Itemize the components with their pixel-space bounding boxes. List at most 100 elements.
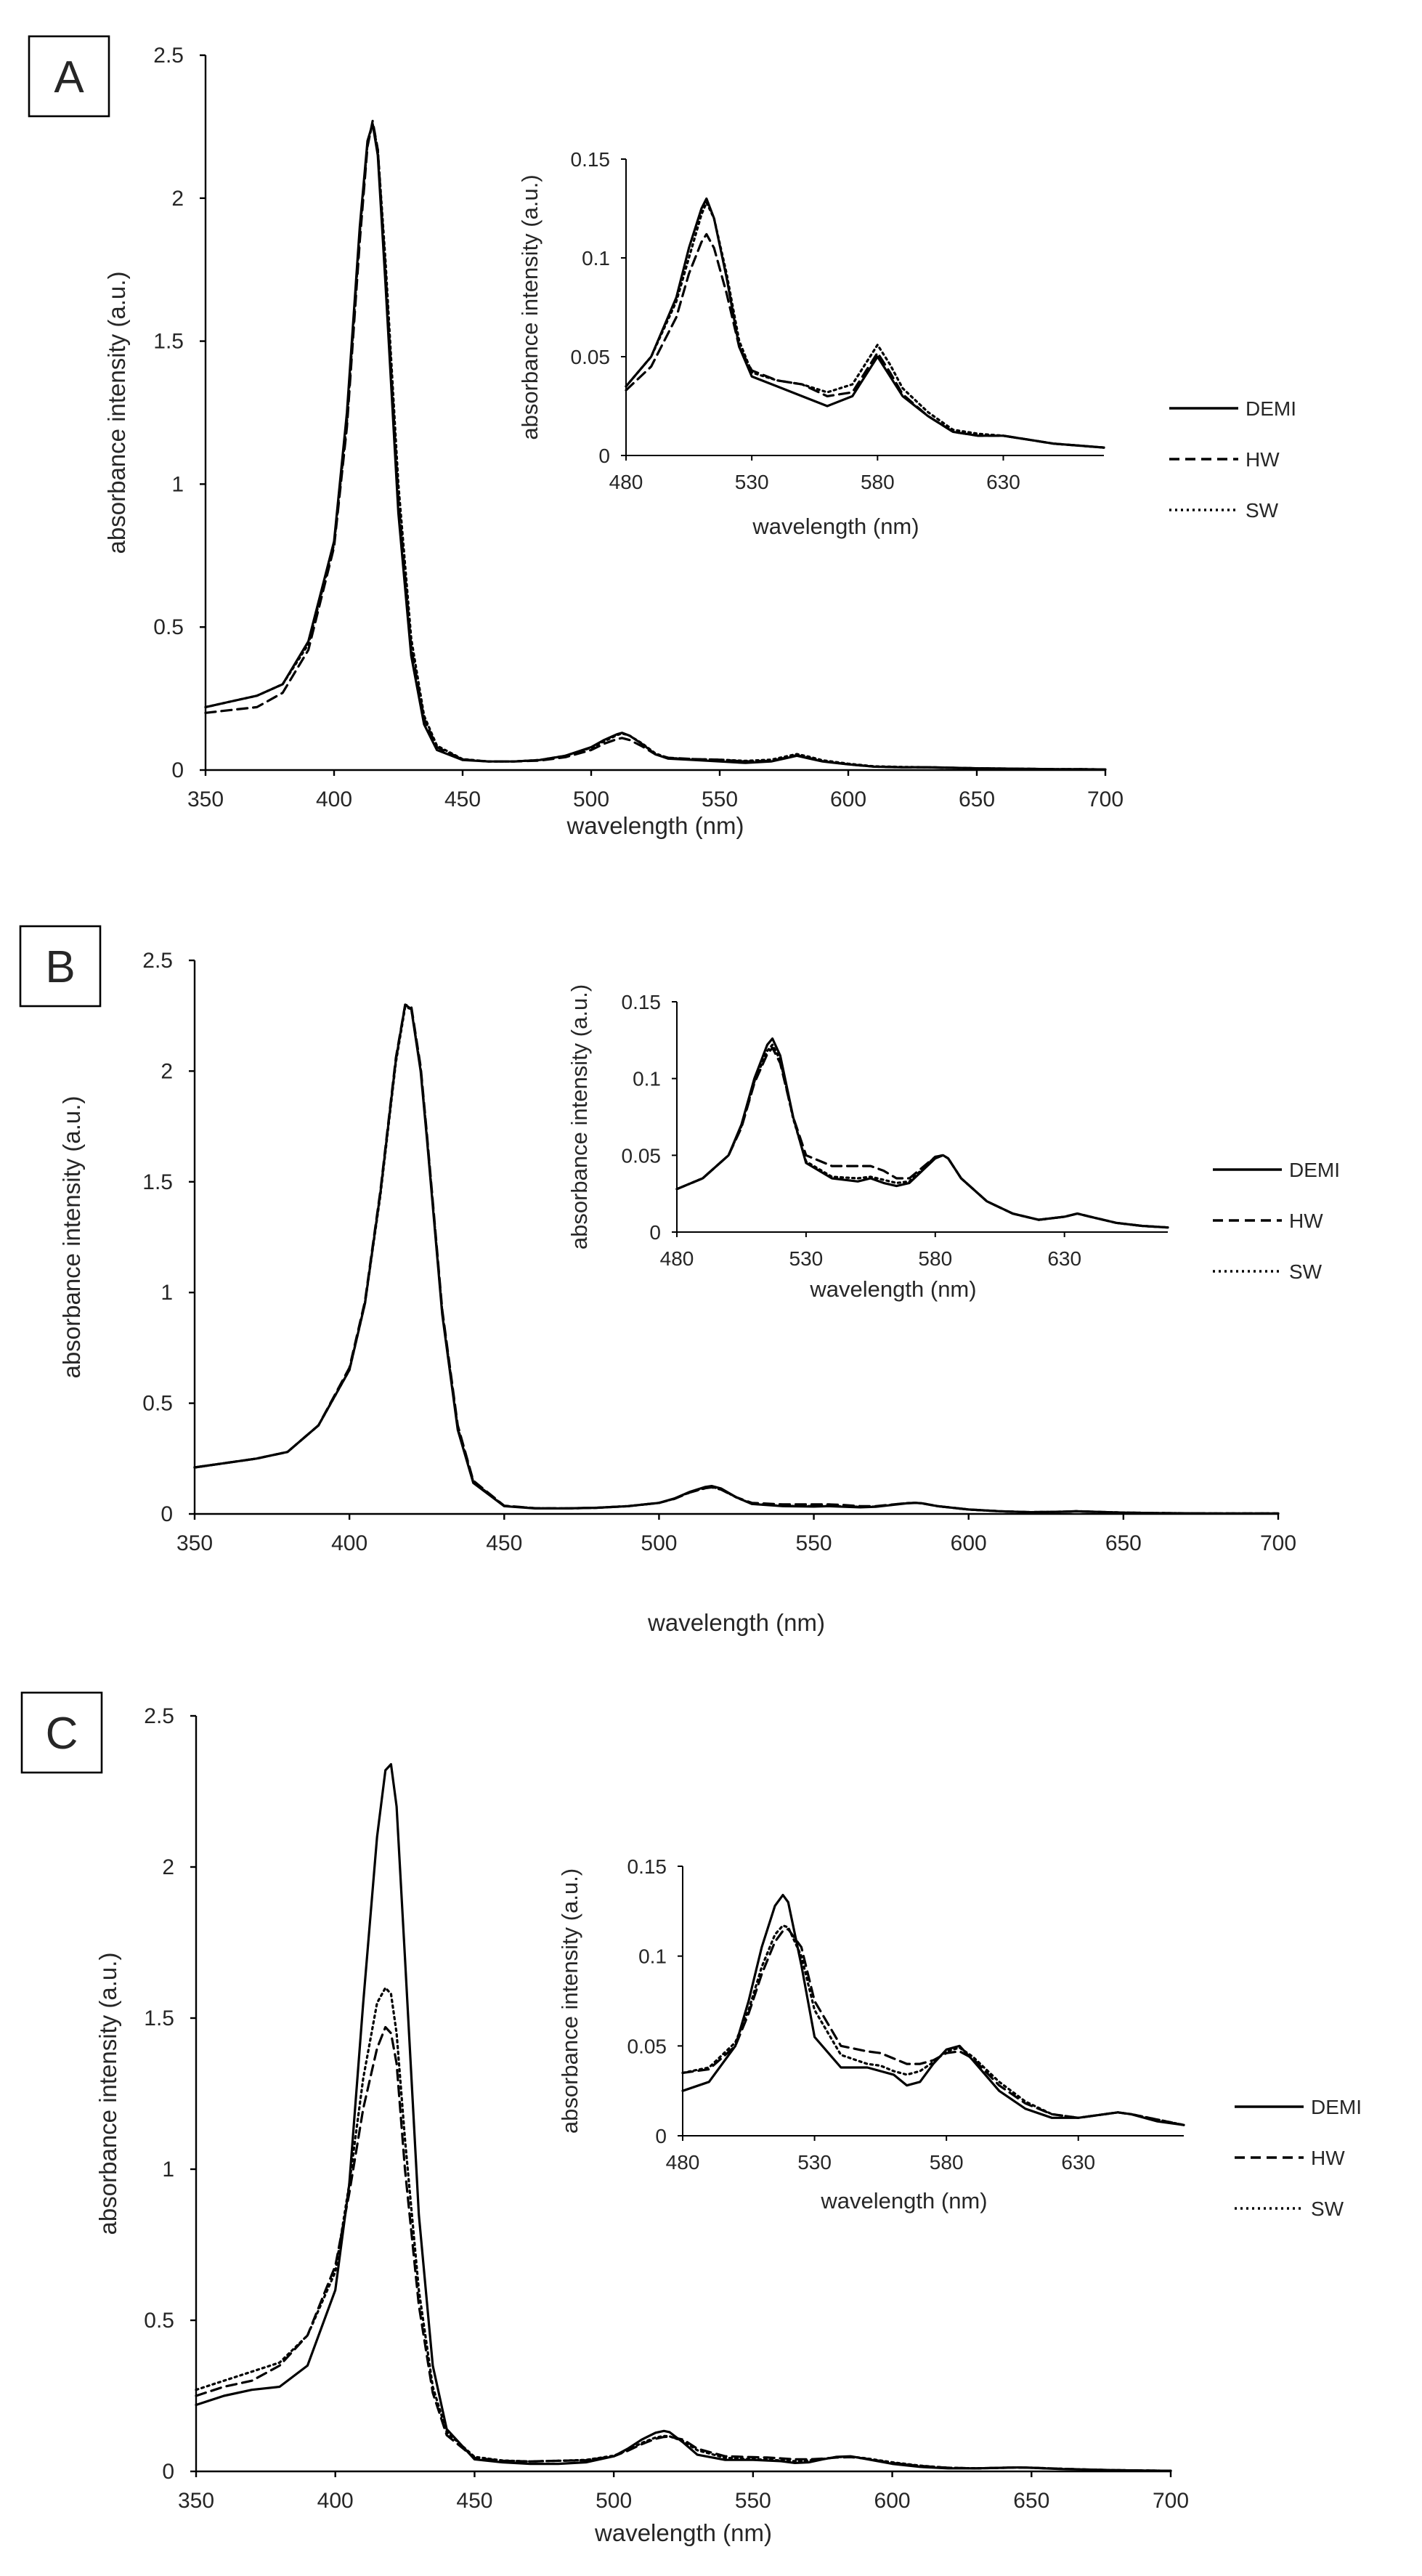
inset-x-axis-title: wavelength (nm) (820, 2188, 987, 2214)
x-tick-label: 350 (187, 787, 224, 811)
inset-x-axis-title: wavelength (nm) (809, 1276, 976, 1302)
x-tick-label: 700 (1087, 787, 1124, 811)
y-tick-label: 0 (162, 2460, 174, 2484)
y-tick-label: 1 (162, 2158, 174, 2182)
x-tick-label: 550 (735, 2489, 771, 2513)
inset-y-tick-label: 0.15 (622, 991, 662, 1013)
panel-label: A (54, 52, 84, 102)
y-tick-label: 0 (161, 1502, 173, 1526)
y-tick-label: 2 (171, 187, 184, 211)
series-line-hw (193, 1003, 1280, 1515)
inset-x-tick-label: 480 (609, 471, 643, 493)
legend-label-demi: DEMI (1311, 2096, 1362, 2118)
x-tick-label: 550 (702, 787, 738, 811)
x-tick-label: 650 (959, 787, 995, 811)
y-tick-label: 1.5 (144, 2006, 174, 2030)
inset-y-tick-label: 0.1 (638, 1945, 667, 1968)
series-line-sw (195, 1986, 1172, 2472)
inset-x-tick-label: 630 (1047, 1247, 1081, 1270)
y-tick-label: 2 (162, 1855, 174, 1879)
inset-y-tick-label: 0.05 (571, 346, 611, 368)
series-line-sw (193, 1005, 1280, 1515)
x-tick-label: 350 (176, 1531, 213, 1555)
x-tick-label: 650 (1105, 1531, 1142, 1555)
x-tick-label: 650 (1013, 2489, 1049, 2513)
inset-series-line-hw (675, 1046, 1169, 1229)
x-tick-label: 600 (951, 1531, 987, 1555)
y-tick-label: 1.5 (153, 330, 184, 354)
x-tick-label: 500 (596, 2489, 632, 2513)
x-tick-label: 350 (178, 2489, 214, 2513)
x-axis-title: wavelength (nm) (594, 2519, 772, 2546)
legend-label-hw: HW (1246, 448, 1280, 471)
y-tick-label: 1.5 (142, 1170, 173, 1194)
inset-y-tick-label: 0.1 (582, 247, 610, 270)
inset-x-axis-title: wavelength (nm) (752, 514, 919, 539)
y-tick-label: 2.5 (153, 44, 184, 68)
inset-series-line-sw (681, 1924, 1185, 2126)
x-tick-label: 450 (486, 1531, 522, 1555)
x-tick-label: 600 (874, 2489, 911, 2513)
inset-y-axis-title: absorbance intensity (a.u.) (517, 174, 543, 440)
inset-y-tick-label: 0 (649, 1221, 661, 1244)
legend-label-sw: SW (1311, 2198, 1344, 2220)
x-tick-label: 550 (796, 1531, 832, 1555)
y-tick-label: 0.5 (142, 1392, 173, 1416)
inset-series-line-demi (675, 1037, 1169, 1229)
legend-label-demi: DEMI (1246, 397, 1296, 420)
x-tick-label: 400 (331, 1531, 367, 1555)
x-tick-label: 700 (1260, 1531, 1296, 1555)
chart-panel-b: B 350 400 450 500 550 600 650 700 0 0.5 1 1.5 2 2.5 wav… (19, 925, 1340, 1636)
inset-x-tick-label: 530 (735, 471, 769, 493)
y-tick-label: 0.5 (153, 615, 184, 639)
inset-y-axis-title: absorbance intensity (a.u.) (566, 984, 592, 1249)
x-tick-label: 700 (1153, 2489, 1189, 2513)
y-tick-label: 0.5 (144, 2309, 174, 2333)
x-axis-title: wavelength (nm) (647, 1609, 825, 1636)
panel-label-box (19, 925, 102, 1008)
inset-x-tick-label: 530 (797, 2151, 832, 2174)
series-line-demi (204, 122, 1107, 771)
inset-y-axis-title: absorbance intensity (a.u.) (557, 1868, 582, 2134)
series-line-hw (204, 119, 1107, 771)
y-tick-label: 2.5 (144, 1704, 174, 1728)
inset-x-tick-label: 480 (666, 2151, 700, 2174)
inset-y-tick-label: 0.05 (622, 1144, 662, 1167)
series-line-demi (193, 1003, 1280, 1515)
inset-y-tick-label: 0.15 (627, 1855, 667, 1878)
x-tick-label: 500 (573, 787, 609, 811)
x-tick-label: 500 (641, 1531, 677, 1555)
inset-x-tick-label: 580 (918, 1247, 952, 1270)
x-tick-label: 400 (317, 2489, 354, 2513)
inset-series-line-sw (625, 201, 1105, 449)
inset-y-tick-label: 0.15 (571, 148, 611, 171)
panel-label: B (45, 942, 75, 992)
legend-label-sw: SW (1289, 1260, 1323, 1283)
y-tick-label: 2 (161, 1059, 173, 1083)
series-line-sw (204, 122, 1107, 771)
x-tick-label: 450 (456, 2489, 492, 2513)
inset-y-tick-label: 0 (655, 2125, 667, 2147)
legend-label-hw: HW (1289, 1210, 1323, 1232)
chart-panel-a: A 350 400 450 500 550 600 650 700 0 0.5 1 1.5 2 2.5 wav… (28, 35, 1296, 839)
y-axis-title: absorbance intensity (a.u.) (58, 1096, 85, 1379)
y-tick-label: 0 (171, 758, 184, 782)
inset-x-tick-label: 630 (1061, 2151, 1095, 2174)
panel-label: C (46, 1709, 78, 1759)
x-axis-title: wavelength (nm) (566, 812, 744, 839)
y-tick-label: 1 (171, 472, 184, 496)
legend-label-hw: HW (1311, 2147, 1345, 2169)
y-axis-title: absorbance intensity (a.u.) (103, 272, 130, 554)
inset-x-tick-label: 480 (660, 1247, 694, 1270)
inset-x-tick-label: 580 (861, 471, 895, 493)
inset-y-tick-label: 0 (598, 445, 610, 467)
panel-label-box (28, 35, 110, 118)
legend-label-demi: DEMI (1289, 1159, 1340, 1181)
inset-y-tick-label: 0.05 (627, 2035, 667, 2057)
x-tick-label: 600 (830, 787, 866, 811)
x-tick-label: 450 (444, 787, 481, 811)
y-tick-label: 2.5 (142, 949, 173, 973)
legend-label-sw: SW (1246, 499, 1279, 522)
inset-series-line-demi (625, 197, 1105, 449)
